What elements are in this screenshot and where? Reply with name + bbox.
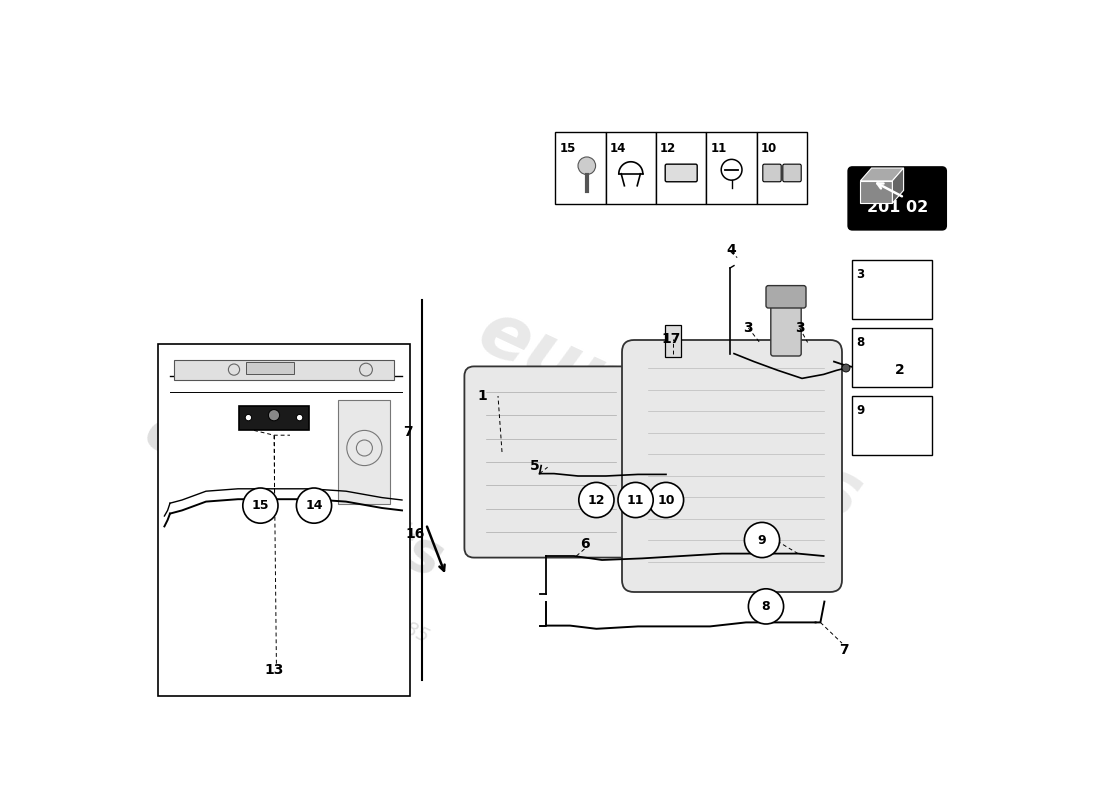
FancyBboxPatch shape [852,328,933,387]
Circle shape [296,488,331,523]
Circle shape [578,157,595,174]
Text: 9: 9 [758,534,767,546]
FancyBboxPatch shape [848,167,946,230]
Circle shape [842,364,850,372]
Text: 3: 3 [857,268,865,281]
Text: 14: 14 [306,499,322,512]
Text: 14: 14 [609,142,626,154]
Text: 7: 7 [839,643,849,658]
Circle shape [618,482,653,518]
Circle shape [245,414,252,421]
Text: 3: 3 [744,321,754,335]
FancyBboxPatch shape [757,132,807,204]
FancyBboxPatch shape [766,286,806,308]
Text: 16: 16 [406,526,426,541]
FancyBboxPatch shape [174,360,394,380]
Text: 5: 5 [530,459,540,474]
Text: 11: 11 [627,494,645,506]
Circle shape [579,482,614,518]
FancyBboxPatch shape [464,366,631,558]
FancyBboxPatch shape [852,260,933,319]
Circle shape [648,482,683,518]
Polygon shape [892,168,903,203]
Circle shape [745,522,780,558]
Text: 12: 12 [587,494,605,506]
FancyBboxPatch shape [338,400,390,504]
Text: europarts: europarts [135,402,452,590]
FancyBboxPatch shape [556,132,606,204]
Text: 10: 10 [658,494,674,506]
Text: europarts: europarts [466,295,873,537]
FancyBboxPatch shape [656,132,706,204]
FancyBboxPatch shape [246,362,294,374]
FancyBboxPatch shape [239,406,309,430]
Text: 8: 8 [857,336,865,349]
FancyBboxPatch shape [783,164,801,182]
Polygon shape [860,181,892,203]
Text: 12: 12 [660,142,676,154]
FancyBboxPatch shape [158,344,410,696]
Text: 17: 17 [661,332,681,346]
Text: a passion for parts since 1985: a passion for parts since 1985 [503,426,837,598]
Text: 6: 6 [581,537,590,551]
Text: 8: 8 [761,600,770,613]
FancyBboxPatch shape [666,325,681,357]
FancyBboxPatch shape [666,164,697,182]
Text: 4: 4 [726,242,736,257]
FancyBboxPatch shape [706,132,757,204]
FancyBboxPatch shape [606,132,656,204]
Text: 11: 11 [711,142,727,154]
Text: 15: 15 [252,499,270,512]
Text: a passion for parts since 1985: a passion for parts since 1985 [156,505,431,647]
Text: 15: 15 [559,142,575,154]
Text: 9: 9 [857,404,865,417]
FancyBboxPatch shape [621,340,842,592]
Circle shape [268,410,279,421]
Text: 201 02: 201 02 [867,200,927,215]
Text: 2: 2 [894,362,904,377]
Text: 7: 7 [403,425,412,439]
Text: 13: 13 [264,662,284,677]
FancyBboxPatch shape [762,164,781,182]
Circle shape [748,589,783,624]
Circle shape [296,414,303,421]
FancyBboxPatch shape [771,294,801,356]
Text: 10: 10 [761,142,777,154]
Circle shape [877,364,889,375]
Text: 3: 3 [795,321,805,335]
FancyBboxPatch shape [852,396,933,455]
Text: 1: 1 [477,389,487,403]
Circle shape [243,488,278,523]
Polygon shape [860,168,903,181]
